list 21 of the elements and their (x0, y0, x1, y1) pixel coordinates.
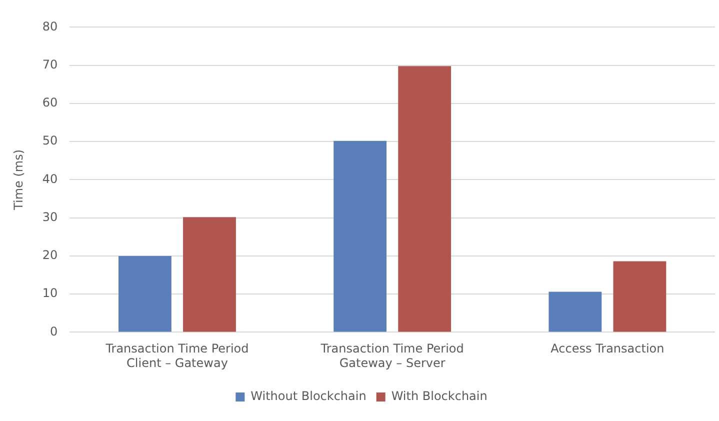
x-tick-label: Transaction Time Period Client – Gateway (104, 342, 249, 370)
y-tick-label: 20 (42, 248, 58, 262)
legend-label: With Blockchain (391, 389, 488, 404)
legend-label: Without Blockchain (250, 389, 366, 404)
y-tick-label: 10 (42, 286, 58, 300)
y-tick-label: 60 (42, 96, 58, 110)
y-tick-label: 0 (50, 324, 58, 338)
y-tick-label: 30 (42, 210, 58, 224)
bar (613, 261, 666, 332)
bar (398, 66, 452, 332)
y-axis-title: Time (ms) (11, 149, 26, 211)
x-tick-label: Access Transaction (550, 342, 664, 356)
bar (118, 256, 172, 332)
y-tick-label: 50 (42, 134, 58, 148)
bar (548, 292, 602, 332)
x-tick-label: Transaction Time Period Gateway – Server (320, 342, 464, 370)
y-tick-label: 70 (42, 57, 58, 72)
y-tick-label: 80 (42, 19, 58, 34)
bar (183, 217, 236, 332)
y-tick-label: 40 (42, 172, 58, 186)
bar (334, 140, 387, 332)
